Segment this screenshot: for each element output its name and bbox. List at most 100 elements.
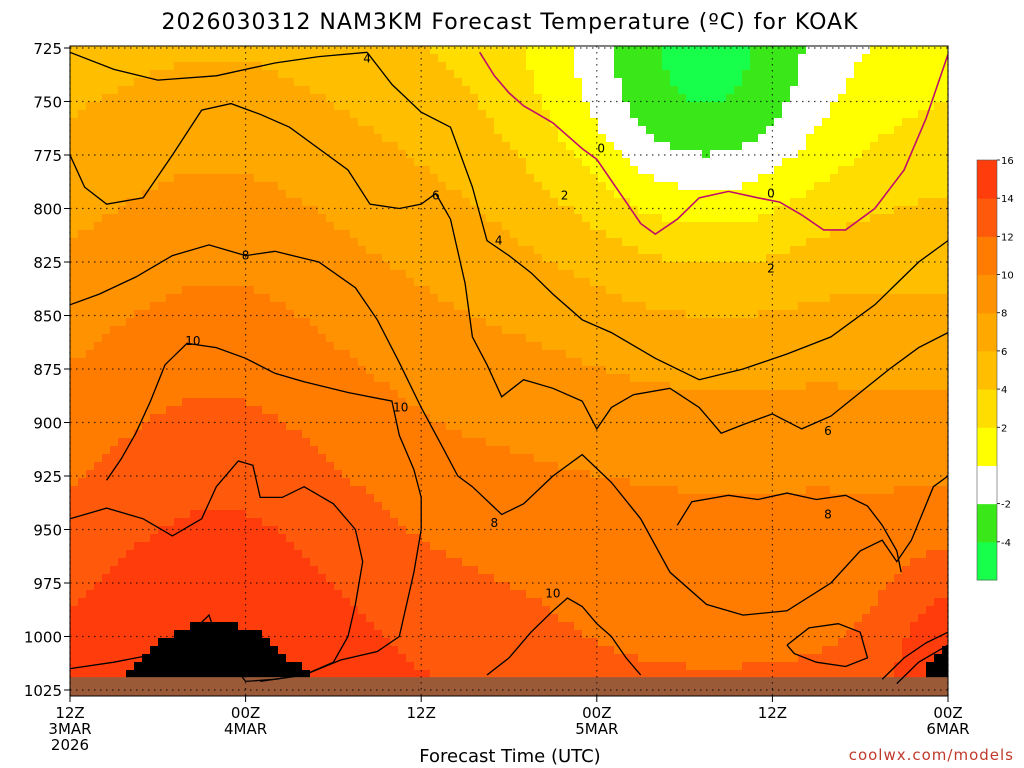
- fill-cell: [270, 70, 279, 79]
- fill-cell: [102, 262, 111, 271]
- fill-cell: [430, 238, 439, 247]
- fill-cell: [222, 254, 231, 263]
- fill-cell: [142, 374, 151, 383]
- fill-cell: [502, 462, 511, 471]
- fill-cell: [110, 334, 119, 343]
- fill-cell: [422, 438, 431, 447]
- fill-cell: [518, 382, 527, 391]
- fill-cell: [230, 134, 239, 143]
- fill-cell: [510, 334, 519, 343]
- fill-cell: [470, 398, 479, 407]
- fill-cell: [382, 598, 391, 607]
- fill-cell: [502, 470, 511, 479]
- fill-cell: [310, 334, 319, 343]
- fill-cell: [454, 486, 463, 495]
- fill-cell: [94, 286, 103, 295]
- fill-cell: [262, 598, 271, 607]
- fill-cell: [358, 342, 367, 351]
- fill-cell: [78, 102, 87, 111]
- fill-cell: [238, 478, 247, 487]
- fill-cell: [206, 134, 215, 143]
- fill-cell: [478, 214, 487, 223]
- fill-cell: [190, 62, 199, 71]
- fill-cell: [518, 430, 527, 439]
- fill-cell: [478, 470, 487, 479]
- fill-cell: [182, 158, 191, 167]
- fill-cell: [422, 542, 431, 551]
- fill-cell: [494, 358, 503, 367]
- fill-cell: [334, 646, 343, 655]
- fill-cell: [174, 126, 183, 135]
- fill-cell: [478, 438, 487, 447]
- fill-cell: [526, 102, 535, 111]
- fill-cell: [222, 182, 231, 191]
- fill-cell: [286, 166, 295, 175]
- fill-cell: [526, 614, 535, 623]
- fill-cell: [318, 238, 327, 247]
- fill-cell: [198, 558, 207, 567]
- fill-cell: [254, 518, 263, 527]
- fill-cell: [438, 574, 447, 583]
- fill-cell: [158, 94, 167, 103]
- fill-cell: [430, 598, 439, 607]
- fill-cell: [190, 438, 199, 447]
- fill-cell: [398, 302, 407, 311]
- fill-cell: [318, 54, 327, 63]
- fill-cell: [254, 350, 263, 359]
- fill-cell: [326, 494, 335, 503]
- fill-cell: [238, 110, 247, 119]
- fill-cell: [534, 286, 543, 295]
- fill-cell: [526, 286, 535, 295]
- fill-cell: [206, 102, 215, 111]
- fill-cell: [390, 374, 399, 383]
- fill-cell: [542, 182, 551, 191]
- fill-cell: [134, 486, 143, 495]
- fill-cell: [318, 590, 327, 599]
- fill-cell: [310, 166, 319, 175]
- fill-cell: [270, 366, 279, 375]
- fill-cell: [358, 534, 367, 543]
- fill-cell: [406, 590, 415, 599]
- fill-cell: [486, 230, 495, 239]
- fill-cell: [486, 70, 495, 79]
- fill-cell: [438, 334, 447, 343]
- fill-cell: [254, 646, 263, 655]
- fill-cell: [430, 62, 439, 71]
- fill-cell: [454, 518, 463, 527]
- fill-cell: [422, 606, 431, 615]
- fill-cell: [310, 206, 319, 215]
- fill-cell: [454, 478, 463, 487]
- fill-cell: [166, 262, 175, 271]
- fill-cell: [214, 382, 223, 391]
- fill-cell: [310, 462, 319, 471]
- fill-cell: [390, 270, 399, 279]
- fill-cell: [542, 550, 551, 559]
- fill-cell: [286, 534, 295, 543]
- fill-cell: [278, 462, 287, 471]
- fill-cell: [94, 630, 103, 639]
- fill-cell: [350, 222, 359, 231]
- fill-cell: [334, 118, 343, 127]
- fill-cell: [414, 126, 423, 135]
- fill-cell: [310, 342, 319, 351]
- fill-cell: [350, 318, 359, 327]
- fill-cell: [326, 662, 335, 671]
- fill-cell: [70, 558, 79, 567]
- fill-cell: [366, 182, 375, 191]
- fill-cell: [422, 550, 431, 559]
- fill-cell: [134, 54, 143, 63]
- fill-cell: [326, 574, 335, 583]
- fill-cell: [486, 622, 495, 631]
- fill-cell: [70, 174, 79, 183]
- fill-cell: [454, 566, 463, 575]
- fill-cell: [214, 318, 223, 327]
- fill-cell: [326, 254, 335, 263]
- fill-cell: [262, 174, 271, 183]
- fill-cell: [470, 254, 479, 263]
- fill-cell: [406, 486, 415, 495]
- fill-cell: [278, 150, 287, 159]
- fill-cell: [430, 302, 439, 311]
- fill-cell: [222, 670, 231, 679]
- fill-cell: [414, 166, 423, 175]
- fill-cell: [310, 214, 319, 223]
